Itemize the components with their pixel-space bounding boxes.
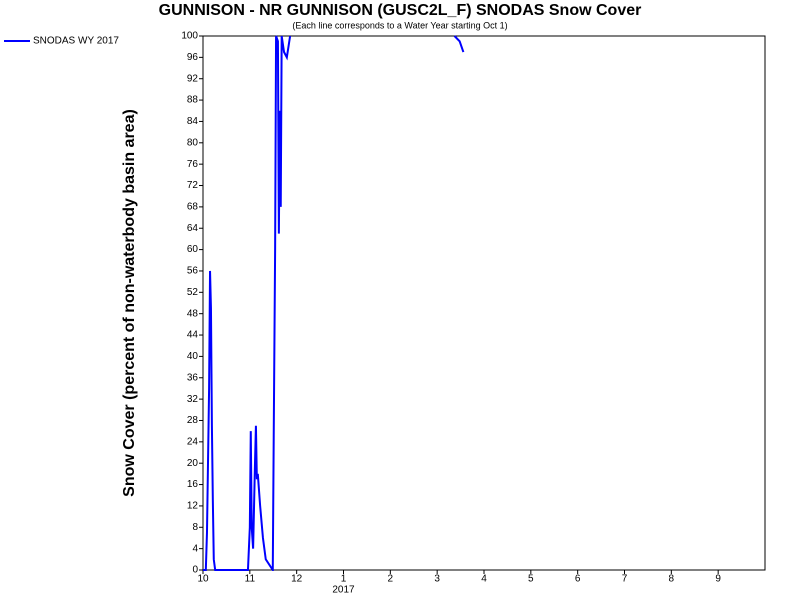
y-tick-label: 32 (187, 394, 199, 405)
y-tick-label: 36 (187, 372, 199, 383)
plot-frame (202, 35, 766, 571)
x-tick-label: 10 (197, 574, 209, 585)
y-tick-label: 44 (187, 330, 199, 341)
y-tick-label: 84 (187, 116, 199, 127)
x-tick-label: 9 (715, 574, 721, 585)
x-tick-label: 5 (528, 574, 534, 585)
y-tick-label: 24 (187, 436, 199, 447)
x-tick-label: 3 (434, 574, 440, 585)
y-tick-label: 80 (187, 137, 199, 148)
y-tick-label: 76 (187, 159, 199, 170)
chart-subtitle: (Each line corresponds to a Water Year s… (292, 20, 507, 30)
x-tick-label: 6 (575, 574, 581, 585)
y-tick-label: 8 (192, 522, 198, 533)
x-tick-label: 11 (245, 574, 256, 585)
chart-title: GUNNISON - NR GUNNISON (GUSC2L_F) SNODAS… (159, 2, 642, 19)
y-tick-label: 92 (187, 73, 199, 84)
y-tick-label: 60 (187, 244, 199, 255)
x-tick-label: 12 (291, 574, 303, 585)
y-tick-label: 40 (187, 351, 199, 362)
y-tick-label: 72 (187, 180, 199, 191)
y-tick-label: 16 (187, 479, 199, 490)
x-tick-label: 4 (481, 574, 487, 585)
x-tick-label: 8 (669, 574, 675, 585)
year-label: 2017 (332, 585, 355, 596)
y-tick-label: 96 (187, 52, 199, 63)
x-tick-label: 7 (622, 574, 628, 585)
legend-label: SNODAS WY 2017 (33, 36, 119, 47)
x-tick-label: 2 (388, 574, 394, 585)
y-axis-label: Snow Cover (percent of non-waterbody bas… (121, 109, 138, 497)
y-tick-label: 48 (187, 308, 199, 319)
x-tick-label: 1 (341, 574, 347, 585)
y-tick-label: 28 (187, 415, 199, 426)
y-tick-label: 56 (187, 266, 199, 277)
y-tick-label: 100 (181, 31, 198, 42)
y-tick-label: 20 (187, 458, 199, 469)
y-tick-label: 52 (187, 287, 199, 298)
y-tick-label: 12 (187, 501, 199, 512)
data-line (203, 35, 465, 571)
y-tick-label: 0 (192, 565, 198, 576)
y-tick-label: 88 (187, 95, 199, 106)
y-tick-label: 68 (187, 202, 199, 213)
y-tick-label: 4 (192, 543, 198, 554)
y-tick-label: 64 (187, 223, 199, 234)
